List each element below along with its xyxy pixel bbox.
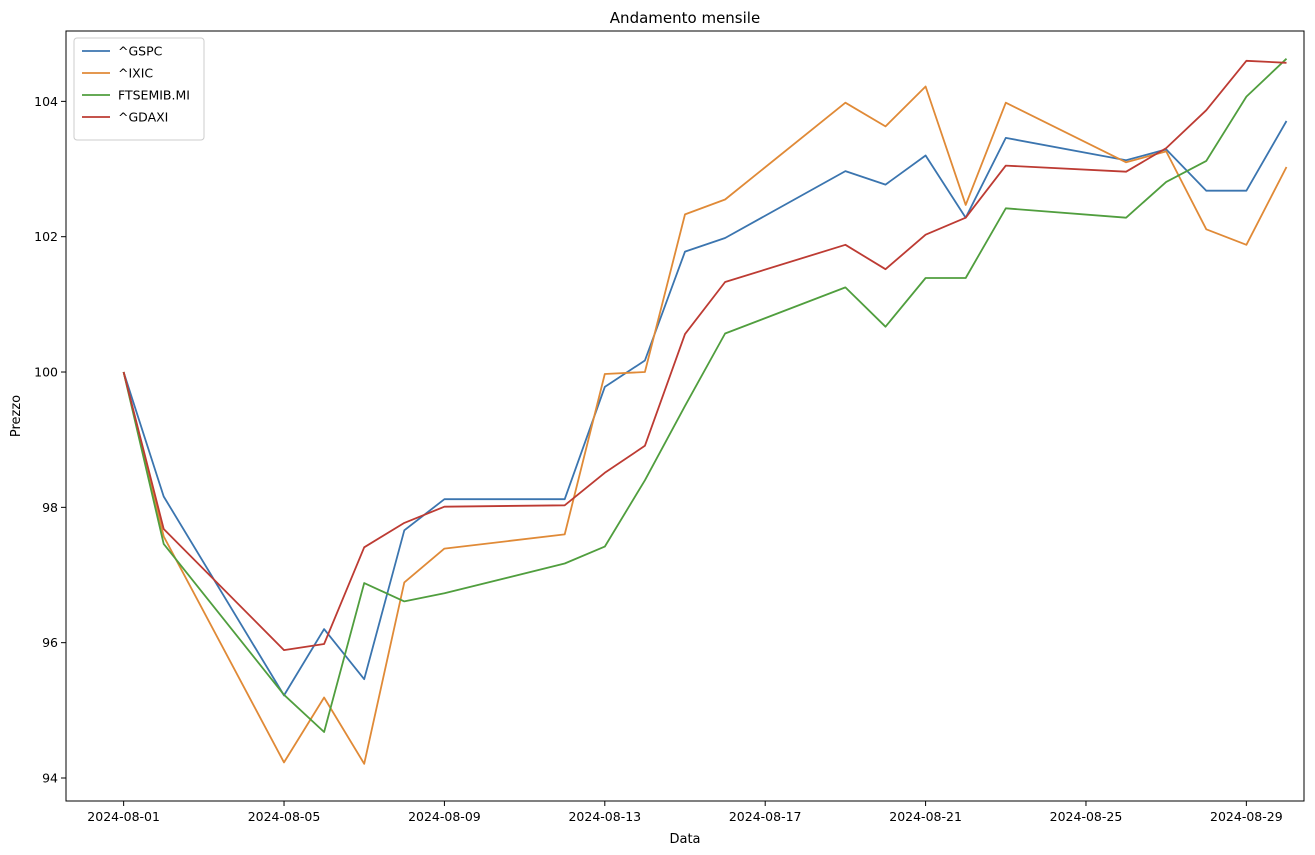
x-tick-label: 2024-08-17 <box>729 809 802 824</box>
x-axis-label: Data <box>669 832 700 847</box>
x-tick-label: 2024-08-01 <box>87 809 160 824</box>
y-tick-label: 98 <box>42 500 58 515</box>
x-tick-label: 2024-08-21 <box>889 809 962 824</box>
x-axis: 2024-08-01 2024-08-05 2024-08-09 2024-08-13… <box>87 801 1283 824</box>
legend-box <box>73 37 205 141</box>
y-tick-label: 94 <box>42 770 58 785</box>
legend-label-2: FTSEMIB.MI <box>118 88 190 103</box>
series-line-3 <box>122 59 1287 651</box>
series-line-2 <box>122 58 1288 733</box>
y-tick-label: 104 <box>34 94 58 109</box>
chart-title: Andamento mensile <box>610 9 760 27</box>
y-tick-label: 96 <box>42 635 58 650</box>
x-tick-label: 2024-08-09 <box>408 809 481 824</box>
x-tick-label: 2024-08-13 <box>568 809 641 824</box>
plot-area-frame <box>65 30 1305 802</box>
x-tick-label: 2024-08-29 <box>1210 809 1283 824</box>
legend: ^GSPC ^IXIC FTSEMIB.MI ^GDAXI <box>73 37 205 141</box>
y-axis: 94 96 98 100 102 104 <box>34 94 66 785</box>
y-tick-label: 100 <box>34 365 58 380</box>
y-tick-label: 102 <box>34 229 58 244</box>
y-axis-label: Prezzo <box>9 395 24 437</box>
series-lines <box>122 58 1288 765</box>
series-line-1 <box>122 85 1288 765</box>
legend-label-1: ^IXIC <box>118 66 153 81</box>
x-tick-label: 2024-08-05 <box>248 809 321 824</box>
x-tick-label: 2024-08-25 <box>1050 809 1123 824</box>
legend-label-3: ^GDAXI <box>118 110 168 125</box>
legend-label-0: ^GSPC <box>118 44 163 59</box>
